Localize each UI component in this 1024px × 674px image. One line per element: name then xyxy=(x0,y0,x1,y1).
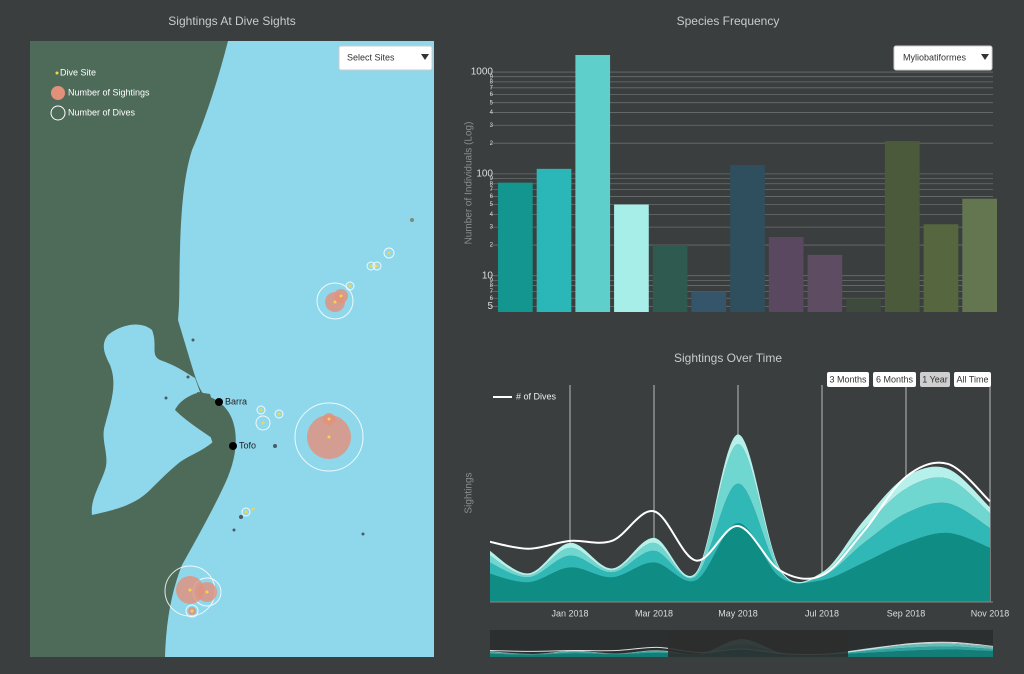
x-tick-label: Sep 2018 xyxy=(887,608,926,618)
range-button-label[interactable]: All Time xyxy=(956,374,988,384)
y-tick-label: 3 xyxy=(490,123,494,129)
x-tick-label: Jan 2018 xyxy=(551,608,588,618)
navigator-mask xyxy=(668,630,848,657)
bar xyxy=(730,165,765,312)
legend-swatch xyxy=(55,71,59,75)
y-tick-label: 5 xyxy=(490,100,494,106)
y-tick-label: 8 xyxy=(490,79,494,85)
map-title: Sightings At Dive Sights xyxy=(168,14,295,28)
area-layer xyxy=(490,483,990,584)
y-tick-label: 10 xyxy=(482,270,494,281)
bar xyxy=(691,291,727,312)
y-tick-label: 3 xyxy=(490,225,494,231)
x-tick-label: Nov 2018 xyxy=(971,608,1010,618)
area-chart: Sightings Over Time Jan 2018 Mar 2018 May 2… xyxy=(464,351,1010,657)
place-label: Tofo xyxy=(239,440,256,450)
place-label: Barra xyxy=(225,396,247,406)
x-tick-label: Jul 2018 xyxy=(805,608,839,618)
y-tick-label: 4 xyxy=(490,212,494,218)
legend-label: Number of Sightings xyxy=(68,87,150,97)
bar xyxy=(768,236,804,312)
y-tick-label: 1000 xyxy=(471,67,494,78)
legend-swatch xyxy=(51,86,65,100)
bar xyxy=(652,245,688,312)
select-label[interactable]: Select Sites xyxy=(347,52,395,62)
legend-label: Dive Site xyxy=(60,67,96,77)
range-button[interactable] xyxy=(920,372,950,387)
map: Barra Tofo Dive Site Number of Sightings… xyxy=(30,41,434,657)
legend-label: # of Dives xyxy=(516,391,557,401)
dropdown-box[interactable] xyxy=(893,45,993,71)
y-tick-label: 8 xyxy=(490,181,494,187)
y-axis-title: Sightings xyxy=(464,472,475,513)
dive-sites xyxy=(188,218,414,613)
select-arrow xyxy=(421,54,429,60)
area-layer xyxy=(490,523,990,602)
y-tick-label: 6 xyxy=(490,296,494,302)
y-axis-title: Number of Individuals (Log) xyxy=(464,122,475,245)
range-button-label[interactable]: 1 Year xyxy=(922,374,948,384)
y-tick-label: 5 xyxy=(490,202,494,208)
bar xyxy=(846,298,881,312)
select-box[interactable] xyxy=(338,45,433,71)
y-tick-label: 5 xyxy=(487,301,493,312)
x-tick-label: May 2018 xyxy=(718,608,758,618)
bar xyxy=(536,168,572,312)
bar xyxy=(884,141,920,312)
dropdown-label[interactable]: Myliobatiformes xyxy=(903,52,967,62)
y-tick-label: 9 xyxy=(490,176,494,182)
bar xyxy=(962,198,997,312)
y-tick-label: 8 xyxy=(490,283,494,289)
x-tick-label: Mar 2018 xyxy=(635,608,673,618)
y-tick-label: 9 xyxy=(490,278,494,284)
map-dots xyxy=(164,218,414,536)
y-tick-label: 6 xyxy=(490,92,494,98)
y-tick-label: 7 xyxy=(490,289,494,295)
range-button[interactable] xyxy=(954,372,991,387)
legend-label: Number of Dives xyxy=(68,107,136,117)
town-marker xyxy=(229,442,237,450)
bar xyxy=(498,182,533,312)
town-marker xyxy=(215,398,223,406)
range-button[interactable] xyxy=(873,372,916,387)
peninsula xyxy=(197,392,228,450)
y-tick-label: 2 xyxy=(490,243,494,249)
plot-area xyxy=(490,434,991,602)
y-tick-label: 100 xyxy=(476,169,493,180)
bar xyxy=(807,254,843,312)
chart-title: Species Frequency xyxy=(677,14,780,28)
bar xyxy=(923,224,959,312)
y-tick-label: 7 xyxy=(490,85,494,91)
dives-line xyxy=(490,461,991,580)
legend-swatch xyxy=(50,105,66,121)
y-tick-label: 7 xyxy=(490,187,494,193)
dropdown-arrow xyxy=(981,54,989,60)
chart-title: Sightings Over Time xyxy=(674,351,782,365)
range-button-label[interactable]: 3 Months xyxy=(829,374,867,384)
y-tick-label: 9 xyxy=(490,74,494,80)
area-layer xyxy=(490,434,990,584)
y-tick-label: 2 xyxy=(490,141,494,147)
y-tick-label: 6 xyxy=(490,194,494,200)
range-button-label[interactable]: 6 Months xyxy=(876,374,914,384)
y-tick-label: 4 xyxy=(490,110,494,116)
bar xyxy=(575,55,611,312)
area-layer xyxy=(490,444,990,584)
bay xyxy=(91,324,215,515)
area-layer xyxy=(490,644,993,656)
bar-chart: Species Frequency56789102345678910023456… xyxy=(464,14,997,312)
bar xyxy=(614,204,649,312)
range-button[interactable] xyxy=(827,372,869,387)
site-select[interactable]: Select Sites xyxy=(338,45,433,71)
